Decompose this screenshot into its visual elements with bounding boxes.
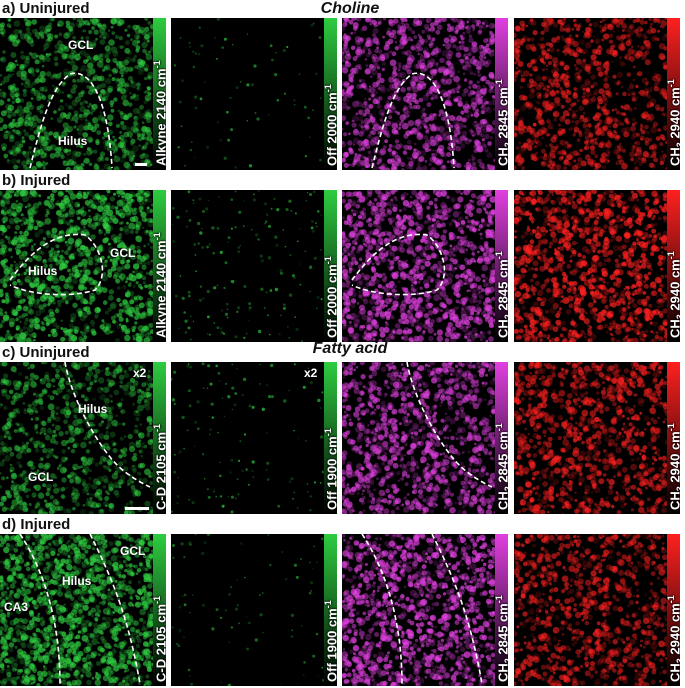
colorbar: Off 1900 cm-1: [324, 534, 337, 686]
image-panel-d-3: CH2 2845 cm-1: [342, 534, 508, 686]
micrograph-image: [514, 18, 667, 170]
image-panel-c-1: C-D 2105 cm-1 Hilus GCL x2: [0, 362, 166, 514]
image-panel-b-4: CH3 2940 cm-1: [514, 190, 680, 342]
channel-label: CH3 2940 cm-1: [667, 251, 680, 338]
channel-label: CH3 2940 cm-1: [667, 423, 680, 510]
colorbar: Alkyne 2140 cm-1: [153, 18, 166, 170]
region-label-hilus: Hilus: [78, 402, 108, 416]
channel-label: CH2 2845 cm-1: [495, 251, 508, 338]
colorbar: CH3 2940 cm-1: [667, 534, 680, 686]
region-label-hilus: Hilus: [28, 264, 58, 278]
micrograph-image: [342, 18, 495, 170]
colorbar: CH3 2940 cm-1: [667, 18, 680, 170]
scale-bar: [125, 507, 149, 510]
micrograph-image: [514, 190, 667, 342]
boundary-dashed-line: [351, 233, 446, 296]
micrograph-image: [171, 362, 324, 514]
image-panel-c-3: CH2 2845 cm-1: [342, 362, 508, 514]
channel-label: CH2 2845 cm-1: [495, 79, 508, 166]
image-panel-a-2: Off 2000 cm-1: [171, 18, 337, 170]
scale-bar: [135, 163, 147, 166]
channel-label: Alkyne 2140 cm-1: [153, 232, 166, 338]
region-label-gcl: GCL: [28, 470, 54, 484]
colorbar: CH2 2845 cm-1: [495, 534, 508, 686]
micrograph-image: [514, 362, 667, 514]
micrograph-image: [0, 18, 153, 170]
channel-label: C-D 2105 cm-1: [153, 595, 166, 682]
boundary-dashed-line: [19, 534, 141, 685]
region-label-ca3: CA3: [4, 600, 29, 614]
section-title-choline: Choline: [320, 0, 380, 17]
image-panel-a-4: CH3 2940 cm-1: [514, 18, 680, 170]
colorbar: CH2 2845 cm-1: [495, 190, 508, 342]
image-panel-b-2: Off 2000 cm-1: [171, 190, 337, 342]
micrograph-image: [342, 534, 495, 686]
channel-label: CH2 2845 cm-1: [495, 423, 508, 510]
micrograph-image: [171, 190, 324, 342]
region-label-hilus: Hilus: [62, 574, 92, 588]
image-panel-d-1: C-D 2105 cm-1 GCL Hilus CA3: [0, 534, 166, 686]
image-panel-b-3: CH2 2845 cm-1: [342, 190, 508, 342]
boundary-dashed-line: [64, 362, 151, 488]
micrograph-image: [0, 362, 153, 514]
colorbar: C-D 2105 cm-1: [153, 362, 166, 514]
image-panel-d-4: CH3 2940 cm-1: [514, 534, 680, 686]
channel-label: C-D 2105 cm-1: [153, 423, 166, 510]
colorbar: Off 2000 cm-1: [324, 18, 337, 170]
region-label-hilus: Hilus: [58, 134, 88, 148]
boundary-dashed-line: [361, 534, 483, 685]
region-label-gcl: GCL: [68, 38, 94, 52]
channel-label: Off 2000 cm-1: [324, 84, 337, 166]
region-label-gcl: GCL: [120, 544, 146, 558]
channel-label: CH2 2845 cm-1: [495, 595, 508, 682]
channel-label: CH3 2940 cm-1: [667, 79, 680, 166]
row-label-a: a) Uninjured: [2, 0, 90, 17]
magnification-label: x2: [304, 366, 318, 380]
image-panel-c-2: Off 1900 cm-1 x2: [171, 362, 337, 514]
image-panel-d-2: Off 1900 cm-1: [171, 534, 337, 686]
colorbar: CH3 2940 cm-1: [667, 362, 680, 514]
colorbar: Off 2000 cm-1: [324, 190, 337, 342]
channel-label: Off 1900 cm-1: [324, 428, 337, 510]
image-panel-a-3: CH2 2845 cm-1: [342, 18, 508, 170]
micrograph-image: [0, 534, 153, 686]
channel-label: Alkyne 2140 cm-1: [153, 60, 166, 166]
colorbar: Alkyne 2140 cm-1: [153, 190, 166, 342]
micrograph-image: [0, 190, 153, 342]
row-label-d: d) Injured: [2, 516, 71, 533]
micrograph-image: [342, 190, 495, 342]
image-panel-b-1: Alkyne 2140 cm-1 GCL Hilus: [0, 190, 166, 342]
colorbar: Off 1900 cm-1: [324, 362, 337, 514]
boundary-dashed-line: [9, 233, 104, 296]
colorbar: CH2 2845 cm-1: [495, 362, 508, 514]
boundary-dashed-line: [406, 362, 493, 488]
micrograph-image: [342, 362, 495, 514]
row-label-c: c) Uninjured: [2, 344, 90, 361]
colorbar: CH2 2845 cm-1: [495, 18, 508, 170]
image-panel-c-4: CH3 2940 cm-1: [514, 362, 680, 514]
channel-label: Off 1900 cm-1: [324, 600, 337, 682]
micrograph-image: [514, 534, 667, 686]
image-panel-a-1: Alkyne 2140 cm-1 GCL Hilus: [0, 18, 166, 170]
section-title-fatty-acid: Fatty acid: [312, 340, 388, 357]
colorbar: CH3 2940 cm-1: [667, 190, 680, 342]
micrograph-image: [171, 18, 324, 170]
channel-label: CH3 2940 cm-1: [667, 595, 680, 682]
magnification-label: x2: [133, 366, 147, 380]
region-label-gcl: GCL: [110, 246, 136, 260]
row-label-b: b) Injured: [2, 172, 71, 189]
channel-label: Off 2000 cm-1: [324, 256, 337, 338]
colorbar: C-D 2105 cm-1: [153, 534, 166, 686]
micrograph-image: [171, 534, 324, 686]
